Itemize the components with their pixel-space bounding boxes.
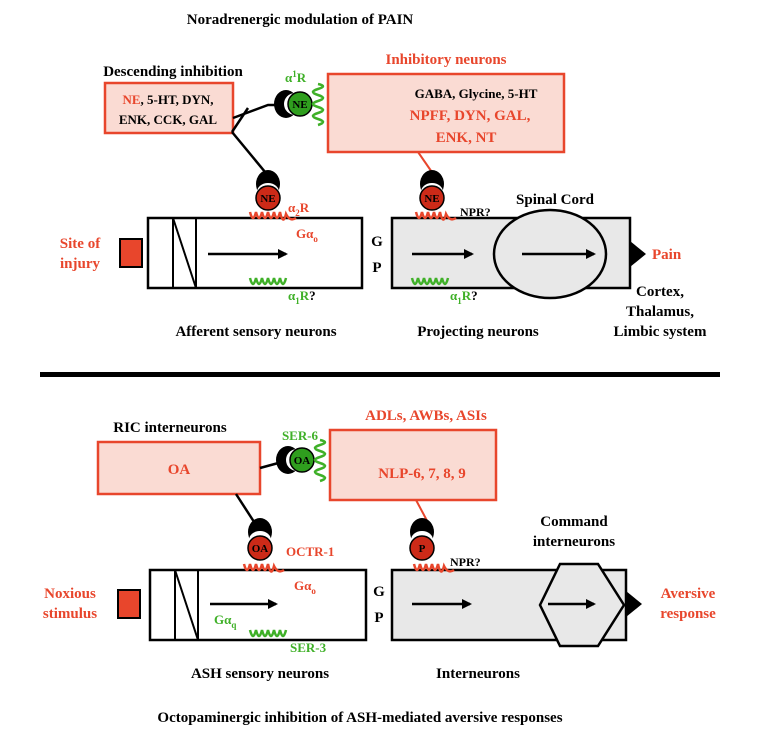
cortex-line1: Cortex, [636,284,684,300]
inhibitory-neurons-label: Inhibitory neurons [385,52,506,68]
adl-awb-asi-label: ADLs, AWBs, ASIs [365,408,487,424]
spinal-cord-label: Spinal Cord [516,192,595,208]
noxious-stimulus-line2: stimulus [43,606,97,622]
oa-ball-label-red: OA [252,543,269,555]
pain-label: Pain [652,247,682,263]
injury-square [119,238,143,268]
inhibitory-line1: GABA, Glycine, 5-HT [415,86,538,101]
gp-g-top: G [371,234,383,250]
alpha2r-label: α2R [288,200,310,218]
alpha1r-bottom-left-label: α1R? [288,288,316,306]
alpha1r-bottom-left-receptor [248,277,288,286]
oa-box [96,440,262,496]
ne-ball-label-right: NE [424,193,439,205]
afferent-sensory-neurons-label: Afferent sensory neurons [175,324,336,340]
gp-p-top: P [372,260,381,276]
ne-ball-label-green: NE [292,99,307,111]
alpha1r-top-receptor [311,82,325,127]
alpha1r-top-label: α1R [285,69,307,85]
aversive-line1: Aversive [661,586,716,602]
command-interneurons-line2: interneurons [533,534,615,550]
inhibitory-line2: NPFF, DYN, GAL, [410,108,531,124]
descending-line1-rest: , 5-HT, DYN, [141,92,214,107]
descending-box-line2: ENK, CCK, GAL [119,112,218,127]
oa-vesicle-ser6: OA [276,446,315,474]
descending-inhibition-label: Descending inhibition [103,64,243,80]
descending-ne-text: NE [122,92,140,107]
alpha1r-bottom-right-receptor [410,277,450,286]
npr-bottom-label: NPR? [450,555,481,569]
pain-arrowhead [630,241,646,267]
ash-zigzag [174,569,199,641]
noxious-stimulus-line1: Noxious [44,586,96,602]
ric-interneurons-label: RIC interneurons [113,420,227,436]
ser3-receptor [248,629,288,638]
ne-vesicle-alpha2: NE [255,170,281,211]
descending-branch-line [230,107,250,133]
projecting-neurons-label: Projecting neurons [417,324,539,340]
gao-top-label: Gαo [296,226,318,244]
interneurons-label: Interneurons [436,666,520,682]
p-ball-label: P [419,543,426,555]
ser3-label: SER-3 [290,640,327,655]
nlp-box [328,428,498,502]
alpha2r-receptor [248,210,297,221]
ne-ball-label-left: NE [260,193,275,205]
p-vesicle-npr: P [409,518,435,561]
alpha1r-bottom-right-label: α1R? [450,288,478,306]
gaq-bottom2-label: Gαq [214,612,236,630]
aversive-line2: response [660,606,716,622]
descending-box [103,81,235,135]
aversive-arrowhead [626,591,642,617]
noxious-square [117,589,141,619]
command-interneurons-line1: Command [540,514,608,530]
cortex-line2: Thalamus, [626,304,694,320]
ne-vesicle-alpha1: NE [274,90,313,118]
octr1-receptor [242,562,285,573]
descending-connector [232,103,280,120]
ser6-receptor [313,438,327,483]
cortex-line3: Limbic system [614,324,707,340]
inhibitory-line3: ENK, NT [436,130,497,146]
octr1-label: OCTR-1 [286,544,334,559]
ser6-label: SER-6 [282,428,319,443]
panel-divider [40,372,720,377]
ne-vesicle-npr: NE [419,170,445,211]
bottom-caption: Octopaminergic inhibition of ASH-mediate… [157,710,562,726]
afferent-zigzag [172,217,197,289]
descending-to-presynapse-line [231,131,271,179]
npr-top-receptor [414,210,457,221]
ash-sensory-neurons-label: ASH sensory neurons [191,666,329,682]
site-of-injury-line1: Site of [60,236,101,252]
gp-p-bottom: P [374,610,383,626]
gao-bottom-label: Gαo [294,578,316,596]
oa-vesicle-octr1: OA [247,518,273,561]
npr-bottom-receptor [412,562,455,573]
nlp-box-label: NLP-6, 7, 8, 9 [378,466,466,482]
gp-g-bottom: G [373,584,385,600]
descending-box-line1: NE, 5-HT, DYN, [122,92,213,107]
inhibitory-box [326,72,566,154]
site-of-injury-line2: injury [60,256,101,272]
oa-ball-label-green: OA [294,455,311,467]
top-title: Noradrenergic modulation of PAIN [187,12,414,28]
npr-top-label: NPR? [460,205,491,219]
oa-box-label: OA [168,462,191,478]
